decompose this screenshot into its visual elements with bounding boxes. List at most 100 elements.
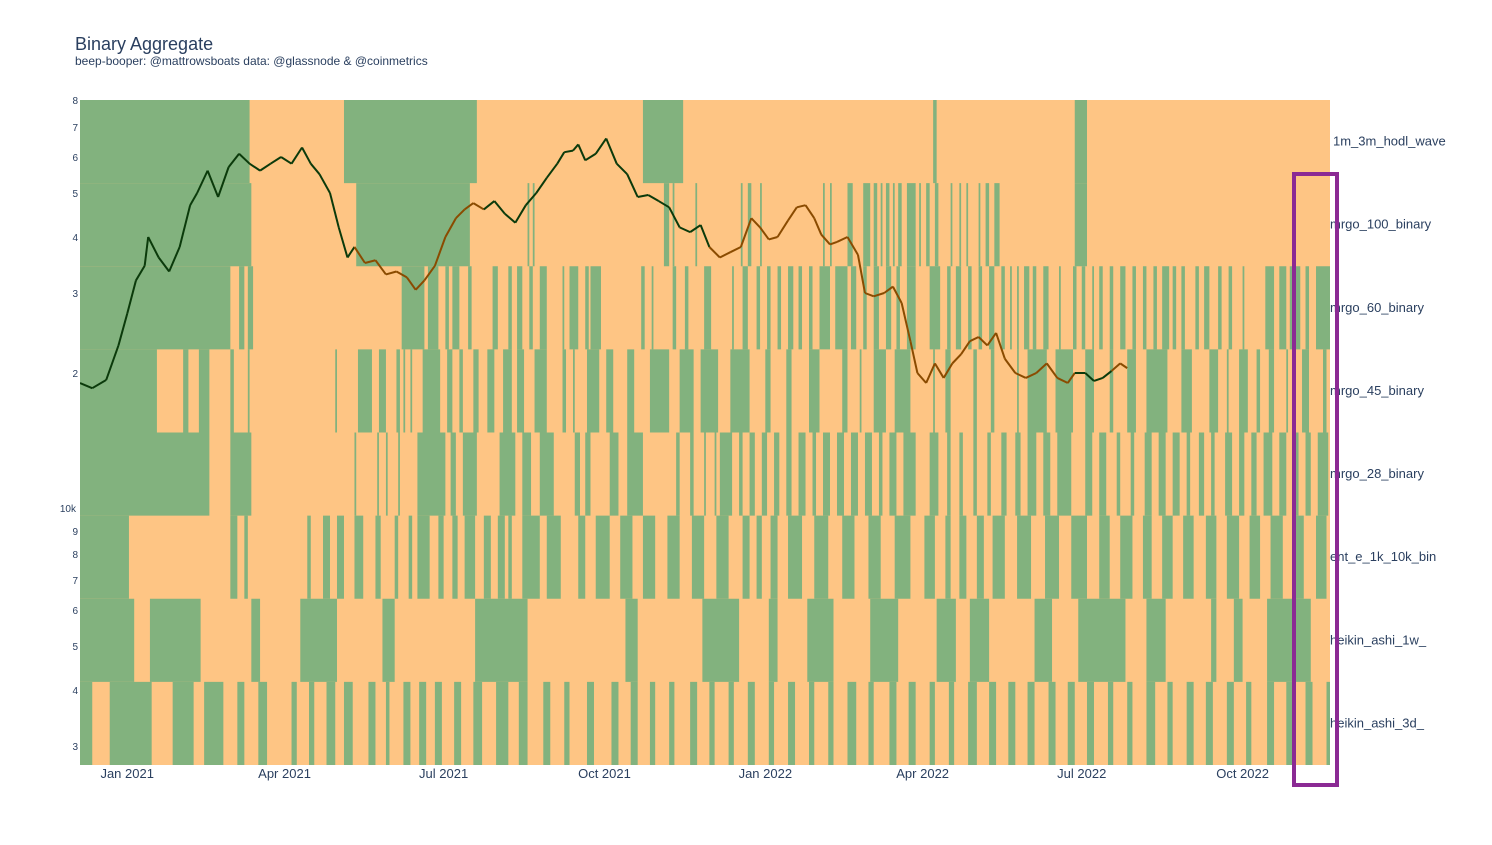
- price-line-segment: [157, 256, 170, 273]
- heat-cell-heikin_ashi_1w_-15: [1146, 598, 1166, 683]
- price-line-segment: [637, 193, 649, 198]
- price-line-segment: [385, 270, 397, 276]
- heat-row-heikin_ashi_3d_: [80, 681, 1330, 765]
- heat-cell-mrgo_60_binary-46: [1017, 266, 1019, 350]
- heat-row-1m_3m_hodl_wave: [80, 100, 1330, 184]
- heat-cell-ent_e_1k_10k_bin-22: [642, 515, 656, 600]
- price-line-segment: [249, 162, 261, 172]
- y-tick-label: 8: [72, 550, 78, 561]
- heat-cell-mrgo_60_binary-21: [704, 266, 712, 350]
- price-line-segment: [750, 217, 761, 229]
- heat-cell-heikin_ashi_3d_-51: [1186, 681, 1194, 765]
- heat-cell-mrgo_60_binary-57: [1132, 266, 1136, 350]
- heat-cell-mrgo_60_binary-45: [1010, 266, 1012, 350]
- heat-cell-mrgo_100_binary-24: [959, 183, 962, 267]
- heat-cell-mrgo_45_binary-36: [945, 349, 951, 433]
- heat-cell-ent_e_1k_10k_bin-3: [307, 515, 311, 600]
- heat-cell-mrgo_28_binary-39: [987, 432, 991, 517]
- heat-cell-ent_e_1k_10k_bin-14: [483, 515, 491, 600]
- heat-cell-mrgo_60_binary-68: [1265, 266, 1275, 350]
- row-label: mrgo_100_binary: [1330, 217, 1432, 232]
- heat-cell-heikin_ashi_1w_-3: [300, 598, 337, 683]
- heat-cell-ent_e_1k_10k_bin-35: [945, 515, 951, 600]
- heat-cell-mrgo_28_binary-18: [704, 432, 706, 517]
- heat-cell-mrgo_100_binary-1: [356, 183, 470, 267]
- heat-cell-ent_e_1k_10k_bin-29: [788, 515, 803, 600]
- heat-cell-mrgo_28_binary-45: [1085, 432, 1093, 517]
- heat-cell-ent_e_1k_10k_bin-33: [894, 515, 911, 600]
- price-line-segment: [864, 292, 875, 298]
- heat-cell-heikin_ashi_3d_-26: [690, 681, 698, 765]
- heat-cell-ent_e_1k_10k_bin-6: [354, 515, 364, 600]
- heat-cell-mrgo_28_binary-48: [1130, 432, 1135, 517]
- row-label: heikin_ashi_1w_: [1330, 632, 1427, 647]
- heat-cell-mrgo_100_binary-10: [823, 183, 825, 267]
- price-line-segment: [942, 362, 954, 379]
- heat-cell-mrgo_60_binary-2: [247, 266, 254, 350]
- heat-cell-heikin_ashi_1w_-2: [251, 598, 261, 683]
- price-line-segment: [787, 206, 798, 222]
- heat-cell-heikin_ashi_3d_-50: [1167, 681, 1173, 765]
- heat-cell-heikin_ashi_1w_-4: [382, 598, 395, 683]
- heat-cell-mrgo_60_binary-40: [955, 266, 962, 350]
- heat-cell-1m_3m_hodl_wave-0: [80, 100, 250, 184]
- price-line-segment: [337, 227, 349, 258]
- heat-cell-mrgo_45_binary-0: [80, 349, 157, 433]
- heat-cell-mrgo_28_binary-30: [850, 432, 858, 517]
- x-tick-label: Apr 2022: [896, 766, 949, 781]
- heat-cell-mrgo_60_binary-71: [1305, 266, 1310, 350]
- heat-cell-heikin_ashi_1w_-18: [1267, 598, 1311, 683]
- price-line-segment: [1093, 376, 1104, 382]
- heat-cell-heikin_ashi_3d_-56: [1286, 681, 1294, 765]
- heat-cell-mrgo_60_binary-25: [767, 266, 771, 350]
- heat-cell-heikin_ashi_3d_-11: [385, 681, 390, 765]
- price-line-segment: [856, 254, 866, 294]
- price-line-segment: [1102, 370, 1113, 379]
- heat-cell-mrgo_45_binary-18: [534, 349, 547, 433]
- heat-cell-mrgo_60_binary-49: [1043, 266, 1049, 350]
- heat-cell-heikin_ashi_1w_-12: [969, 598, 990, 683]
- heat-cell-heikin_ashi_3d_-12: [403, 681, 411, 765]
- heat-cell-mrgo_100_binary-28: [994, 183, 1000, 267]
- price-line-segment: [196, 170, 209, 194]
- heat-cell-mrgo_60_binary-17: [641, 266, 645, 350]
- heat-cell-mrgo_28_binary-36: [947, 432, 951, 517]
- heat-cell-mrgo_60_binary-69: [1279, 266, 1287, 350]
- heat-cell-heikin_ashi_3d_-0: [80, 681, 93, 765]
- heat-cell-mrgo_60_binary-26: [777, 266, 782, 350]
- heat-cell-mrgo_60_binary-44: [1001, 266, 1005, 350]
- heat-cell-mrgo_100_binary-26: [978, 183, 981, 267]
- heat-cell-mrgo_100_binary-21: [926, 183, 930, 267]
- y-tick-label: 3: [72, 742, 78, 753]
- heat-cell-1m_3m_hodl_wave-1: [343, 100, 477, 184]
- heat-cell-mrgo_45_binary-41: [1055, 349, 1074, 433]
- price-line-segment: [977, 336, 989, 347]
- heat-cell-mrgo_28_binary-59: [1279, 432, 1287, 517]
- price-line-segment: [406, 276, 417, 291]
- heat-cell-mrgo_100_binary-29: [1074, 183, 1087, 267]
- heat-cell-ent_e_1k_10k_bin-34: [924, 515, 935, 600]
- heat-cell-heikin_ashi_3d_-24: [649, 681, 656, 765]
- heat-cell-heikin_ashi_3d_-8: [326, 681, 336, 765]
- heat-cell-heikin_ashi_3d_-40: [968, 681, 977, 765]
- heat-cell-heikin_ashi_1w_-17: [1233, 598, 1243, 683]
- price-line-segment: [1056, 377, 1069, 384]
- heat-cell-mrgo_45_binary-40: [1027, 349, 1047, 433]
- heat-cell-mrgo_45_binary-6: [357, 349, 372, 433]
- heat-cell-ent_e_1k_10k_bin-5: [336, 515, 344, 600]
- price-line-segment: [117, 313, 129, 346]
- heat-cell-ent_e_1k_10k_bin-37: [976, 515, 984, 600]
- heat-cell-heikin_ashi_3d_-17: [496, 681, 509, 765]
- heat-cell-heikin_ashi_1w_-11: [936, 598, 956, 683]
- heat-cell-heikin_ashi_3d_-9: [343, 681, 353, 765]
- heat-cell-heikin_ashi_3d_-29: [747, 681, 755, 765]
- x-tick-label: Jul 2022: [1057, 766, 1106, 781]
- heat-cell-mrgo_45_binary-44: [1127, 349, 1136, 433]
- price-line-segment: [626, 173, 639, 198]
- price-line-segment: [804, 204, 816, 219]
- heat-cell-ent_e_1k_10k_bin-44: [1142, 515, 1152, 600]
- heat-cell-mrgo_60_binary-8: [492, 266, 498, 350]
- heat-cell-mrgo_45_binary-49: [1239, 349, 1248, 433]
- heat-cell-heikin_ashi_3d_-20: [564, 681, 570, 765]
- price-line-segment: [206, 170, 220, 198]
